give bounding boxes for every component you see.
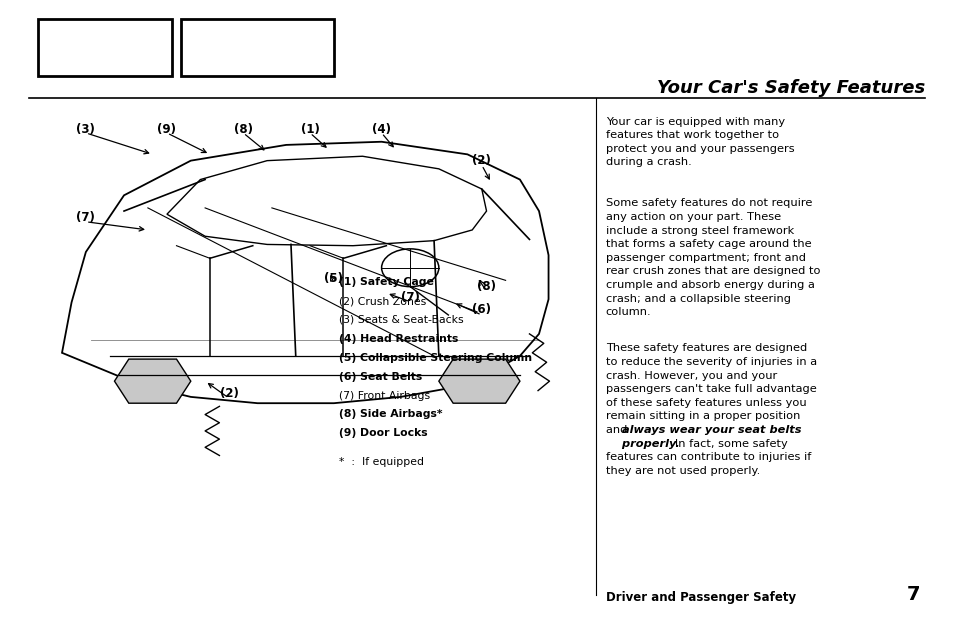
Text: always wear your seat belts
    properly.: always wear your seat belts properly.: [605, 343, 801, 449]
Text: (9): (9): [157, 123, 176, 135]
Text: (3): (3): [76, 123, 95, 135]
Text: (7): (7): [76, 211, 95, 224]
Text: (6): (6): [472, 304, 491, 316]
Text: Your Car's Safety Features: Your Car's Safety Features: [657, 79, 924, 97]
Text: These safety features are designed
to reduce the severity of injuries in a
crash: These safety features are designed to re…: [605, 343, 816, 435]
Text: (7) Front Airbags: (7) Front Airbags: [338, 391, 430, 401]
Text: (5) Collapsible Steering Column: (5) Collapsible Steering Column: [338, 353, 531, 363]
Text: *  :  If equipped: * : If equipped: [338, 457, 423, 467]
Text: (4): (4): [372, 123, 391, 135]
Text: (1): (1): [300, 123, 319, 135]
Text: (5): (5): [324, 272, 343, 285]
Text: (3) Seats & Seat-Backs: (3) Seats & Seat-Backs: [338, 315, 463, 325]
Bar: [38, 19, 172, 76]
Text: (4) Head Restraints: (4) Head Restraints: [338, 334, 457, 344]
Polygon shape: [114, 359, 191, 403]
Text: (1) Safety Cage: (1) Safety Cage: [338, 277, 433, 287]
Text: In fact, some safety
features can contribute to injuries if
they are not used pr: In fact, some safety features can contri…: [605, 343, 810, 476]
Text: (7): (7): [400, 291, 419, 304]
Text: Driver and Passenger Safety: Driver and Passenger Safety: [605, 590, 795, 604]
Text: (8) Side Airbags*: (8) Side Airbags*: [338, 410, 441, 420]
Text: (2): (2): [219, 387, 238, 400]
Text: Some safety features do not require
any action on your part. These
include a str: Some safety features do not require any …: [605, 198, 820, 318]
Text: (9) Door Locks: (9) Door Locks: [338, 428, 427, 438]
Text: (8): (8): [233, 123, 253, 135]
Text: 7: 7: [906, 585, 920, 604]
Polygon shape: [438, 359, 519, 403]
Text: (2): (2): [472, 154, 491, 167]
Text: (6) Seat Belts: (6) Seat Belts: [338, 372, 421, 382]
Text: (8): (8): [476, 280, 496, 293]
Text: Your car is equipped with many
features that work together to
protect you and yo: Your car is equipped with many features …: [605, 117, 794, 168]
Bar: [181, 19, 334, 76]
Text: (2) Crush Zones: (2) Crush Zones: [338, 296, 425, 306]
